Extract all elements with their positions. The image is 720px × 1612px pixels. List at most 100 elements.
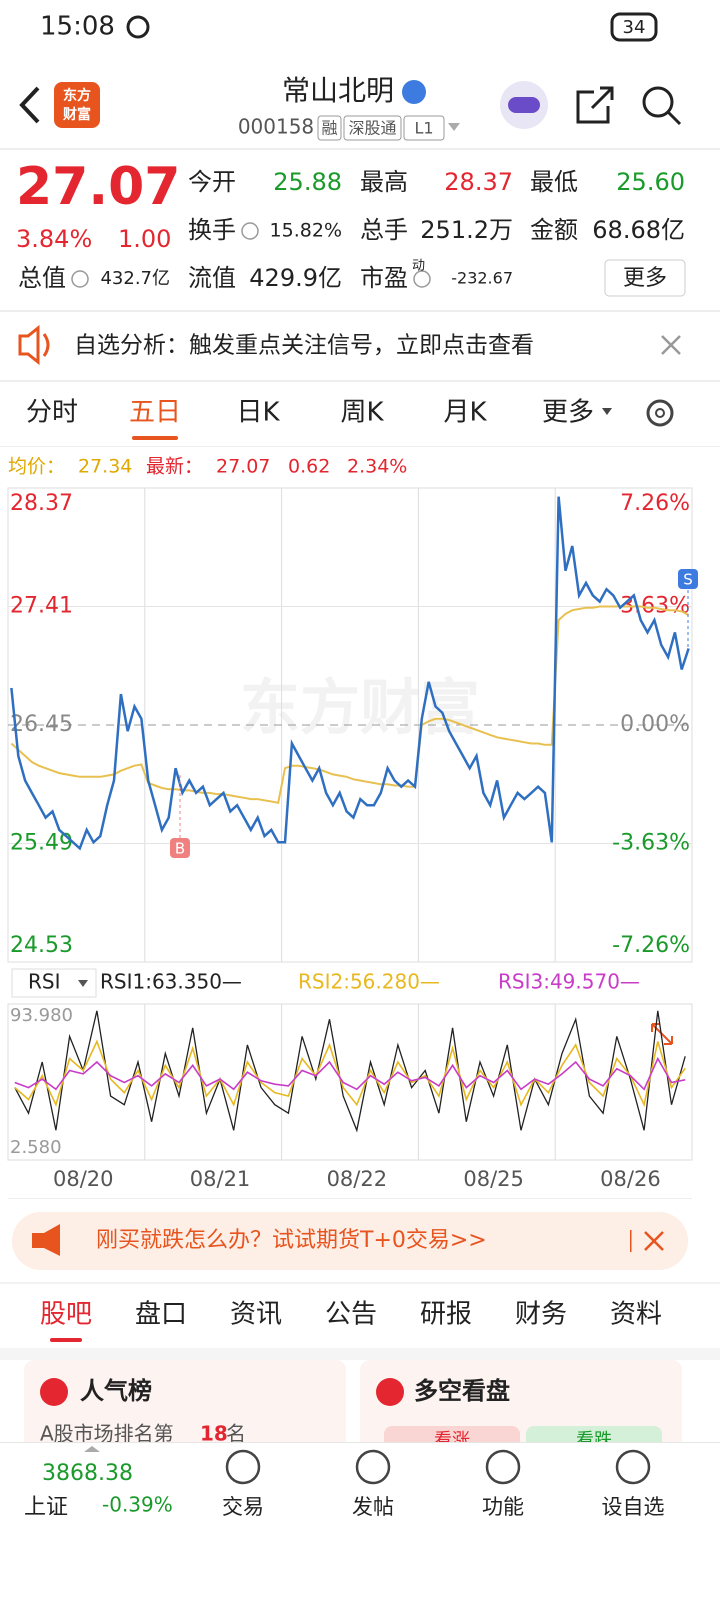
y-tick-label: 26.45: [10, 712, 73, 737]
field-value: 432.7亿: [100, 268, 170, 289]
field-value: 25.60: [616, 168, 685, 196]
info-icon[interactable]: [241, 222, 259, 240]
logo-text: 财富: [62, 106, 91, 123]
nav-icon[interactable]: [355, 1449, 391, 1485]
divider: [0, 380, 720, 382]
card-icon: [376, 1378, 404, 1406]
nav-icon[interactable]: [615, 1449, 651, 1485]
settings-button[interactable]: [646, 399, 674, 427]
ad-close[interactable]: [644, 1231, 664, 1251]
nav-label[interactable]: 设自选: [602, 1495, 665, 1519]
last-price: 27.07: [216, 456, 270, 478]
price-line: [10, 496, 690, 851]
dropdown-arrow: [78, 980, 88, 987]
x-tick-label: 08/26: [600, 1167, 661, 1191]
nav-icon[interactable]: [225, 1449, 261, 1485]
signal-sell-label[interactable]: S: [683, 571, 693, 589]
banner-text[interactable]: 自选分析：触发重点关注信号，立即点击查看: [74, 333, 534, 359]
signal-buy-label[interactable]: B: [175, 840, 185, 858]
field-label: 今开: [188, 168, 236, 196]
enterprise-badge: [402, 80, 426, 104]
section-tab[interactable]: 股吧: [40, 1300, 92, 1330]
legend-entry: RSI3:49.570—: [498, 970, 640, 994]
field-label: 流值: [188, 264, 236, 292]
tag: 融: [321, 119, 337, 138]
nav-icon[interactable]: [485, 1449, 521, 1485]
back-button[interactable]: [19, 86, 40, 124]
gap: [0, 1348, 720, 1360]
indicator-name[interactable]: RSI: [28, 970, 61, 994]
y-tick-label: 2.580: [10, 1137, 62, 1158]
field-value: 68.68亿: [592, 216, 685, 244]
signal-buy[interactable]: [170, 838, 190, 858]
y2-tick-label: -3.63%: [612, 831, 690, 856]
section-tab[interactable]: 财务: [515, 1300, 567, 1330]
last-change: 0.62: [288, 456, 330, 478]
legend-entry: RSI1:63.350—: [100, 970, 242, 994]
divider: [0, 148, 720, 150]
info-icon[interactable]: [71, 270, 89, 288]
y-tick-label: 25.49: [10, 831, 73, 856]
x-tick-label: 08/20: [53, 1167, 114, 1191]
section-tab[interactable]: 盘口: [135, 1300, 187, 1330]
nav-label[interactable]: 功能: [482, 1495, 524, 1519]
chart-tab[interactable]: 月K: [443, 398, 487, 428]
y-tick-label: 28.37: [10, 491, 73, 516]
field-label: 总值: [18, 264, 66, 292]
dropdown-arrow[interactable]: [448, 123, 460, 131]
field-value: 25.88: [273, 168, 342, 196]
assistant-face: [508, 97, 540, 113]
divider: [0, 310, 720, 312]
avg-price: 27.34: [78, 456, 132, 478]
tag: 深股通: [348, 119, 396, 138]
watermark: 东方财富: [240, 674, 480, 744]
section-underline: [50, 1338, 82, 1342]
more-button[interactable]: [604, 259, 686, 297]
change: 1.00: [118, 225, 171, 253]
stock-name: 常山北明: [282, 74, 394, 107]
y2-tick-label: -7.26%: [612, 933, 690, 958]
speaker-icon: [18, 324, 50, 366]
card-title[interactable]: 多空看盘: [414, 1377, 510, 1405]
section-tab[interactable]: 研报: [420, 1300, 472, 1330]
change-pct: 3.84%: [16, 225, 92, 253]
chart-tab[interactable]: 周K: [340, 398, 384, 428]
field-value: -232.67: [451, 269, 513, 288]
card-icon: [40, 1378, 68, 1406]
section-tab[interactable]: 公告: [325, 1300, 377, 1330]
card[interactable]: [24, 1360, 346, 1450]
nav-label[interactable]: 发帖: [352, 1495, 394, 1519]
index-value[interactable]: 3868.38: [42, 1461, 133, 1486]
card-text: 名: [226, 1422, 246, 1446]
section-tab[interactable]: 资料: [610, 1300, 662, 1330]
search-button[interactable]: [642, 86, 674, 118]
index-name[interactable]: 上证: [24, 1495, 68, 1520]
y2-tick-label: 0.00%: [620, 712, 690, 737]
chart-tab[interactable]: 分时: [26, 398, 78, 428]
chart-tab[interactable]: 五日: [129, 398, 181, 428]
logo-text: 东方: [63, 87, 91, 104]
chart-tab[interactable]: 日K: [236, 398, 280, 428]
rsi-line: [14, 1056, 686, 1091]
alarm-icon: [126, 15, 150, 39]
last-change-pct: 2.34%: [347, 456, 407, 478]
card-title[interactable]: 人气榜: [80, 1377, 152, 1405]
ad-icon: [32, 1224, 60, 1256]
section-tab[interactable]: 资讯: [230, 1300, 282, 1330]
ad-text[interactable]: 刚买就跌怎么办？试试期货T+0交易>>: [96, 1228, 487, 1253]
ad-pill[interactable]: [12, 1212, 688, 1270]
rsi-line: [14, 1039, 686, 1108]
chart-tab[interactable]: 更多: [542, 398, 594, 428]
nav-label[interactable]: 交易: [222, 1495, 264, 1519]
share-button[interactable]: [576, 86, 614, 124]
index-change[interactable]: -0.39%: [102, 1493, 173, 1517]
avg-label: 均价：: [8, 456, 65, 478]
field-label: 换手: [188, 216, 236, 244]
tab-underline: [132, 436, 178, 440]
more-button-label[interactable]: 更多: [623, 266, 667, 291]
info-icon[interactable]: [413, 270, 431, 288]
close-banner[interactable]: [661, 335, 681, 355]
signal-sell[interactable]: [678, 569, 698, 589]
